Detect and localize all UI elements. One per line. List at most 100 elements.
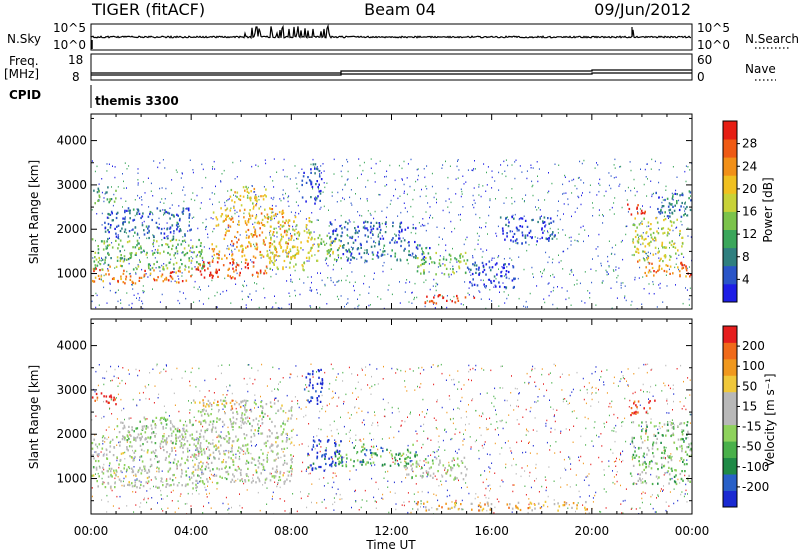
heatmap-cell xyxy=(664,256,667,259)
heatmap-cell xyxy=(153,263,155,266)
noise-pixel xyxy=(652,507,654,510)
noise-pixel xyxy=(222,394,224,396)
heatmap-cell xyxy=(308,217,311,220)
noise-pixel xyxy=(291,473,293,475)
heatmap-cell xyxy=(335,228,338,231)
noise-pixel xyxy=(420,383,422,385)
heatmap-cell xyxy=(157,251,159,254)
noise-pixel xyxy=(347,170,349,173)
heatmap-cell xyxy=(153,269,155,272)
noise-pixel xyxy=(277,307,279,309)
heatmap-cell xyxy=(273,257,275,260)
heatmap-cell xyxy=(97,261,100,264)
noise-pixel xyxy=(137,211,139,213)
noise-pixel xyxy=(346,275,348,277)
heatmap-cell xyxy=(241,255,243,258)
noise-pixel xyxy=(317,272,318,274)
noise-pixel xyxy=(589,184,591,186)
noise-pixel xyxy=(491,187,493,189)
noise-pixel xyxy=(425,279,427,281)
noise-pixel xyxy=(132,398,134,401)
noise-pixel xyxy=(272,366,274,369)
noise-pixel xyxy=(282,169,284,171)
heatmap-cell xyxy=(308,220,311,223)
noise-pixel xyxy=(663,215,665,218)
noise-pixel xyxy=(420,425,422,427)
heatmap-cell xyxy=(184,436,187,439)
heatmap-cell xyxy=(325,257,328,260)
noise-pixel xyxy=(609,402,611,405)
noise-pixel xyxy=(423,506,425,508)
heatmap-cell xyxy=(630,213,633,216)
noise-pixel xyxy=(126,187,127,189)
heatmap-cell xyxy=(421,262,424,266)
freq-strip xyxy=(90,53,693,81)
noise-pixel xyxy=(642,491,644,493)
heatmap-cell xyxy=(224,234,227,237)
noise-pixel xyxy=(270,197,272,199)
noise-pixel xyxy=(390,199,392,202)
heatmap-cell xyxy=(253,205,255,208)
heatmap-cell xyxy=(239,245,242,248)
noise-pixel xyxy=(480,415,482,418)
noise-pixel xyxy=(563,203,565,205)
heatmap-cell xyxy=(251,233,253,236)
noise-pixel xyxy=(182,189,184,191)
noise-pixel xyxy=(459,219,461,221)
noise-pixel xyxy=(563,192,565,195)
noise-pixel xyxy=(665,185,667,188)
noise-pixel xyxy=(518,218,520,221)
noise-pixel xyxy=(395,503,397,505)
noise-pixel xyxy=(279,486,281,489)
heatmap-cell xyxy=(145,253,148,256)
noise-pixel xyxy=(541,215,542,217)
noise-pixel xyxy=(102,377,104,379)
noise-pixel xyxy=(207,233,209,235)
noise-pixel xyxy=(645,252,647,255)
heatmap-cell xyxy=(319,192,322,195)
noise-pixel xyxy=(429,214,431,217)
heatmap-cell xyxy=(671,197,674,200)
noise-pixel xyxy=(189,159,191,161)
heatmap-cell xyxy=(165,479,168,482)
heatmap-cell xyxy=(128,437,130,440)
heatmap-cell xyxy=(472,278,474,281)
noise-pixel xyxy=(673,502,675,505)
heatmap-cell xyxy=(142,249,145,252)
noise-pixel xyxy=(557,210,559,212)
noise-pixel xyxy=(678,254,680,256)
heatmap-cell xyxy=(543,221,546,224)
heatmap-cell xyxy=(135,474,137,477)
heatmap-cell xyxy=(548,239,550,242)
heatmap-cell xyxy=(340,235,342,238)
heatmap-cell xyxy=(176,484,179,487)
noise-pixel xyxy=(575,474,577,476)
noise-pixel xyxy=(446,295,448,297)
heatmap-cell xyxy=(245,236,248,239)
noise-pixel xyxy=(491,462,493,464)
heatmap-cell xyxy=(401,230,403,233)
noise-pixel xyxy=(101,436,103,439)
heatmap-cell xyxy=(548,222,550,225)
noise-pixel xyxy=(374,500,376,502)
heatmap-cell xyxy=(383,244,386,247)
noise-pixel xyxy=(525,434,527,436)
heatmap-cell xyxy=(648,262,651,265)
noise-pixel xyxy=(444,469,446,471)
noise-pixel xyxy=(410,205,412,208)
noise-pixel xyxy=(290,278,292,281)
noise-pixel xyxy=(326,435,328,438)
noise-pixel xyxy=(392,461,394,463)
noise-pixel xyxy=(289,443,291,445)
noise-pixel xyxy=(415,180,417,183)
noise-pixel xyxy=(499,387,501,389)
noise-pixel xyxy=(478,194,480,196)
heatmap-cell xyxy=(244,261,247,264)
noise-pixel xyxy=(584,271,586,273)
noise-pixel xyxy=(292,428,294,431)
noise-pixel xyxy=(679,482,681,484)
noise-pixel xyxy=(321,501,323,503)
noise-pixel xyxy=(336,260,337,263)
heatmap-cell xyxy=(132,228,134,231)
noise-pixel xyxy=(547,231,549,234)
